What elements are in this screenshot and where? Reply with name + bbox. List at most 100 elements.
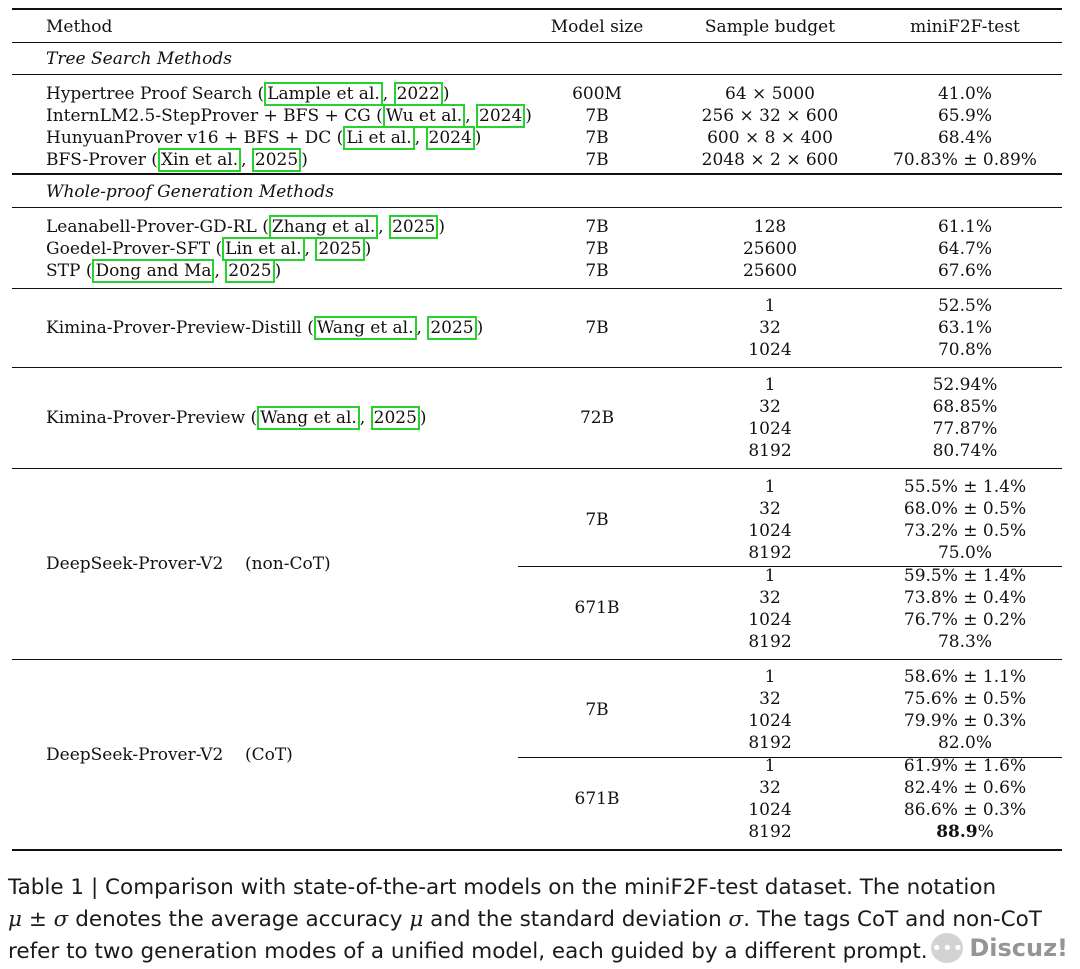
budget-cell: 8192: [748, 822, 792, 842]
score-cell: 73.2% ± 0.5%: [903, 521, 1027, 541]
score-cell: 76.7% ± 0.2%: [903, 610, 1027, 630]
method-kimina-distill: Kimina-Prover-Preview-Distill (Wang et a…: [46, 316, 484, 340]
method-deepseek-noncot: DeepSeek-Prover-V2 (non-CoT): [46, 554, 331, 574]
budget-cell: 8192: [748, 543, 792, 563]
citation-link[interactable]: Xin et al.: [157, 148, 242, 172]
budget-cell: 1: [764, 296, 776, 316]
citation-year-link[interactable]: 2025: [251, 148, 302, 172]
size-deepseek-cot-671b: 671B: [574, 789, 620, 809]
citation-year-link[interactable]: 2025: [427, 316, 477, 340]
score-cell: 82.4% ± 0.6%: [903, 778, 1027, 798]
tree-section-rule: [12, 74, 1062, 75]
chat-bubble-icon: •••: [931, 933, 964, 963]
budget-cell: 32: [759, 318, 781, 338]
citation-link[interactable]: Wu et al.: [382, 104, 466, 128]
header-rule: [12, 42, 1062, 43]
citation-year-link[interactable]: 2025: [370, 406, 420, 430]
budget-leanabell: 128: [753, 217, 787, 237]
budget-hypertree: 64 × 5000: [725, 84, 815, 104]
score-cell: 52.94%: [932, 375, 998, 395]
score-cell: 86.6% ± 0.3%: [903, 800, 1027, 820]
kimina-distill-rule: [12, 288, 1062, 289]
score-hypertree: 41.0%: [937, 84, 993, 104]
ds-cot-rule: [12, 659, 1062, 660]
size-hunyuan: 7B: [585, 128, 609, 148]
score-cell: 70.8%: [937, 340, 993, 360]
budget-cell: 1: [764, 375, 776, 395]
budget-hunyuan: 600 × 8 × 400: [707, 128, 833, 148]
citation-year-link[interactable]: 2024: [425, 126, 475, 150]
budget-cell: 1: [764, 566, 776, 586]
method-kimina: Kimina-Prover-Preview (Wang et al., 2025…: [46, 406, 427, 430]
citation-link[interactable]: Zhang et al.: [268, 215, 379, 239]
best-score-value: 88.9: [936, 822, 978, 842]
method-deepseek-cot: DeepSeek-Prover-V2 (CoT): [46, 745, 293, 765]
size-kimina: 72B: [579, 408, 615, 428]
bottom-rule: [12, 849, 1062, 851]
caption-line-2: μ ± σ denotes the average accuracy μ and…: [8, 907, 1042, 932]
citation-year-link[interactable]: 2025: [315, 237, 365, 261]
budget-internlm: 256 × 32 × 600: [701, 106, 839, 126]
budget-cell: 1024: [748, 800, 792, 820]
score-bfs-prover: 70.83% ± 0.89%: [893, 150, 1037, 170]
budget-cell: 1: [764, 667, 776, 687]
method-leanabell: Leanabell-Prover-GD-RL (Zhang et al., 20…: [46, 215, 445, 239]
score-cell: 82.0%: [937, 733, 993, 753]
method-bfs-prover: BFS-Prover (Xin et al., 2025): [46, 148, 308, 172]
score-cell: 52.5%: [937, 296, 993, 316]
size-stp: 7B: [585, 261, 609, 281]
score-cell: 75.6% ± 0.5%: [903, 689, 1027, 709]
whole-section-top-rule: [12, 173, 1062, 175]
budget-cell: 1024: [748, 521, 792, 541]
size-kimina-distill: 7B: [585, 318, 609, 338]
header-metric: miniF2F-test: [910, 17, 1020, 37]
citation-link[interactable]: Lin et al.: [222, 237, 305, 261]
header-method: Method: [46, 17, 113, 37]
watermark-text: Discuz!: [969, 934, 1068, 962]
section-tree-search: Tree Search Methods: [46, 49, 232, 69]
score-hunyuan: 68.4%: [937, 128, 993, 148]
citation-link[interactable]: Wang et al.: [313, 316, 417, 340]
kimina-rule: [12, 367, 1062, 368]
budget-cell: 1: [764, 756, 776, 776]
citation-link[interactable]: Dong and Ma: [92, 259, 215, 283]
citation-link[interactable]: Lample et al.: [264, 82, 383, 106]
citation-year-link[interactable]: 2025: [225, 259, 275, 283]
size-leanabell: 7B: [585, 217, 609, 237]
whole-section-rule: [12, 207, 1062, 208]
budget-cell: 8192: [748, 733, 792, 753]
budget-cell: 1: [764, 477, 776, 497]
budget-cell: 32: [759, 588, 781, 608]
top-rule: [12, 8, 1062, 10]
table-caption: Table 1 | Comparison with state-of-the-a…: [8, 872, 1076, 968]
citation-link[interactable]: Li et al.: [343, 126, 415, 150]
citation-year-link[interactable]: 2025: [389, 215, 439, 239]
size-internlm: 7B: [585, 106, 609, 126]
score-best: 88.9%: [936, 822, 994, 842]
ds-noncot-mid-rule: [518, 566, 1062, 567]
score-stp: 67.6%: [937, 261, 993, 281]
budget-cell: 1024: [748, 419, 792, 439]
score-cell: 77.87%: [932, 419, 998, 439]
method-hunyuan: HunyuanProver v16 + BFS + DC (Li et al.,…: [46, 126, 482, 150]
citation-year-link[interactable]: 2024: [476, 104, 526, 128]
score-internlm: 65.9%: [937, 106, 993, 126]
score-cell: 61.9% ± 1.6%: [903, 756, 1027, 776]
budget-cell: 8192: [748, 632, 792, 652]
budget-cell: 32: [759, 689, 781, 709]
budget-stp: 25600: [742, 261, 798, 281]
budget-cell: 32: [759, 499, 781, 519]
size-deepseek-noncot-7b: 7B: [585, 510, 609, 530]
score-cell: 78.3%: [937, 632, 993, 652]
method-hypertree: Hypertree Proof Search (Lample et al., 2…: [46, 82, 450, 106]
size-deepseek-noncot-671b: 671B: [574, 598, 620, 618]
size-bfs-prover: 7B: [585, 150, 609, 170]
score-cell: 55.5% ± 1.4%: [903, 477, 1027, 497]
size-goedel: 7B: [585, 239, 609, 259]
header-sample-budget: Sample budget: [704, 17, 836, 37]
citation-link[interactable]: Wang et al.: [257, 406, 360, 430]
score-cell: 79.9% ± 0.3%: [903, 711, 1027, 731]
ds-cot-mid-rule: [518, 757, 1062, 758]
score-goedel: 64.7%: [937, 239, 993, 259]
citation-year-link[interactable]: 2022: [393, 82, 443, 106]
